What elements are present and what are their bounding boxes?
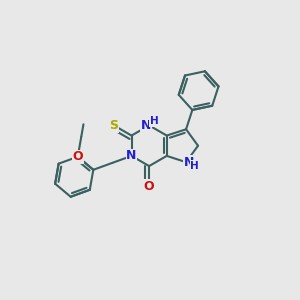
Text: H: H — [190, 161, 199, 171]
Text: H: H — [150, 116, 159, 126]
Text: N: N — [141, 119, 151, 132]
Text: O: O — [72, 150, 83, 163]
Text: O: O — [144, 180, 154, 193]
Text: N: N — [126, 149, 137, 162]
Text: S: S — [110, 119, 118, 132]
Text: N: N — [184, 156, 194, 169]
